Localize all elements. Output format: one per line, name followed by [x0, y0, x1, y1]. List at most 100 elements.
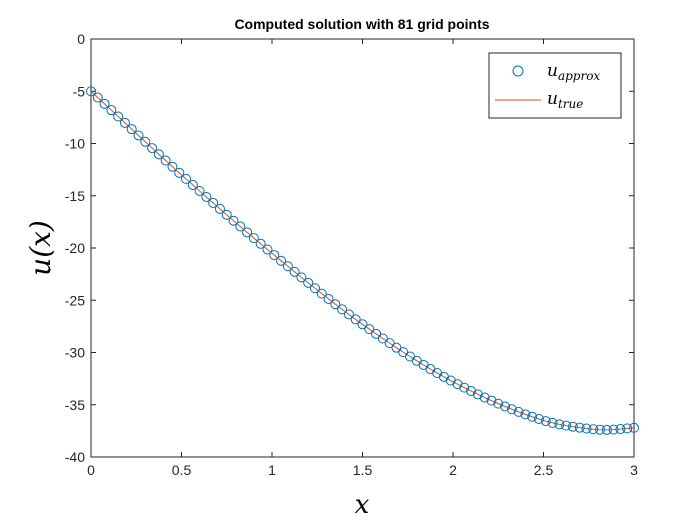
legend-marker-u-approx	[512, 65, 524, 77]
u-approx-point	[235, 221, 246, 232]
u-approx-point	[201, 191, 212, 202]
u-approx-point	[608, 424, 619, 435]
u-approx-point	[384, 338, 395, 349]
u-approx-point	[92, 92, 103, 103]
u-approx-point	[309, 283, 320, 294]
u-approx-point	[540, 416, 551, 427]
u-approx-point	[561, 420, 572, 431]
u-approx-point	[296, 272, 307, 283]
x-tick-label: 0.5	[172, 462, 192, 478]
u-approx-point	[452, 379, 463, 390]
u-approx-point	[622, 423, 633, 434]
u-approx-point	[289, 266, 300, 277]
u-approx-point	[547, 417, 558, 428]
u-approx-point	[133, 130, 144, 141]
u-approx-point	[147, 143, 158, 154]
y-tick-label: 0	[77, 31, 85, 47]
u-approx-point	[269, 250, 280, 261]
u-approx-point	[554, 419, 565, 430]
u-approx-point	[629, 422, 639, 433]
legend-box	[488, 52, 622, 119]
y-tick-label: -20	[65, 240, 85, 256]
u-approx-point	[364, 324, 375, 335]
y-tick-label: -25	[65, 292, 85, 308]
u-approx-point	[533, 414, 544, 425]
y-tick-label: -40	[65, 449, 85, 465]
u-approx-point	[228, 215, 239, 226]
legend: uapprox utrue	[488, 52, 622, 119]
u-approx-point	[140, 136, 151, 147]
series-u-approx	[86, 86, 639, 435]
y-tick-label: -35	[65, 397, 85, 413]
x-tick-label: 2	[449, 462, 457, 478]
x-tick-label: 1	[268, 462, 276, 478]
x-tick-label: 1.5	[353, 462, 373, 478]
u-approx-point	[574, 422, 585, 433]
x-tick-label: 0	[87, 462, 95, 478]
u-approx-point	[391, 342, 402, 353]
u-approx-point	[371, 328, 382, 339]
x-tick-label: 3	[630, 462, 638, 478]
y-tick-label: -10	[65, 136, 85, 152]
legend-label-u-true: utrue	[547, 89, 583, 111]
u-approx-point	[527, 411, 538, 422]
u-approx-point	[588, 424, 599, 435]
u-approx-point	[187, 179, 198, 190]
x-axis-label: x	[355, 490, 370, 520]
u-approx-point	[262, 244, 273, 255]
u-approx-point	[153, 149, 164, 160]
u-approx-point	[276, 255, 287, 266]
x-axis: 0 0.5 1 1.5 2 2.5 3	[87, 39, 638, 478]
u-approx-point	[214, 203, 225, 214]
u-approx-point	[303, 277, 314, 288]
u-approx-point	[479, 392, 490, 403]
u-approx-point	[493, 398, 504, 409]
u-approx-point	[377, 333, 388, 344]
u-approx-point	[174, 167, 185, 178]
u-approx-point	[167, 161, 178, 172]
x-tick-label: 2.5	[534, 462, 554, 478]
u-approx-point	[113, 111, 124, 122]
u-approx-point	[472, 389, 483, 400]
u-approx-point	[350, 314, 361, 325]
legend-label-u-approx: uapprox	[547, 61, 600, 83]
u-approx-point	[86, 86, 96, 97]
u-approx-point	[581, 423, 592, 434]
u-approx-point	[106, 105, 117, 116]
u-approx-point	[323, 293, 334, 304]
u-approx-point	[601, 424, 612, 435]
u-approx-point	[208, 197, 219, 208]
chart-title: Computed solution with 81 grid points	[234, 16, 489, 32]
y-tick-label: -5	[73, 83, 86, 99]
u-approx-point	[486, 395, 497, 406]
u-approx-point	[595, 424, 606, 435]
u-approx-point	[520, 409, 531, 420]
u-approx-point	[99, 98, 110, 109]
u-approx-point	[343, 309, 354, 320]
u-approx-point	[282, 261, 293, 272]
u-approx-point	[119, 117, 130, 128]
u-approx-point	[337, 304, 348, 315]
u-approx-point	[316, 288, 327, 299]
u-approx-point	[181, 173, 192, 184]
u-approx-point	[221, 209, 232, 220]
y-tick-label: -15	[65, 188, 85, 204]
u-approx-point	[248, 233, 259, 244]
u-approx-point	[160, 155, 171, 166]
u-approx-point	[242, 227, 253, 238]
u-approx-point	[500, 401, 511, 412]
u-approx-point	[126, 124, 137, 135]
y-axis-label: u(x)	[24, 220, 57, 276]
u-approx-point	[466, 386, 477, 397]
u-approx-point	[255, 238, 266, 249]
u-approx-point	[459, 382, 470, 393]
y-tick-label: -30	[65, 345, 85, 361]
u-approx-point	[194, 185, 205, 196]
u-approx-point	[513, 406, 524, 417]
y-axis: 0 -5 -10 -15 -20 -25 -30 -35 -40	[65, 31, 634, 465]
u-approx-point	[506, 404, 517, 415]
u-approx-point	[330, 299, 341, 310]
u-approx-point	[615, 424, 626, 435]
u-approx-point	[567, 421, 578, 432]
